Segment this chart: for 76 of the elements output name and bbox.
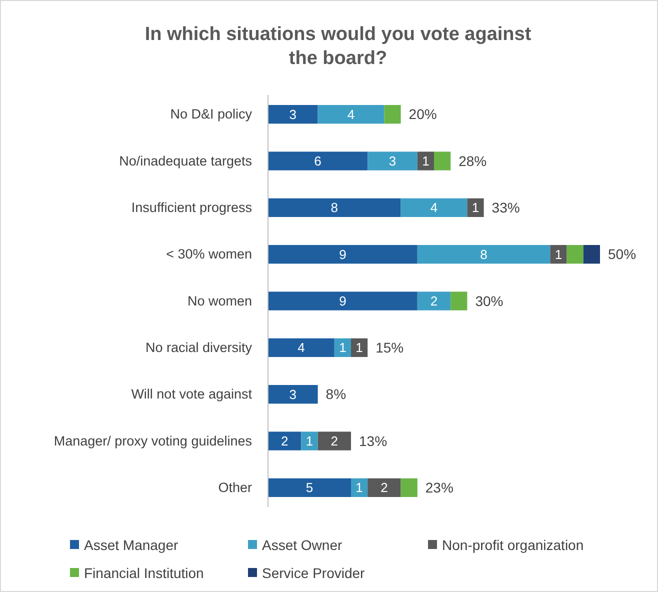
data-label: 1 (339, 340, 346, 356)
data-label: 8 (330, 200, 338, 216)
bar (334, 338, 351, 357)
bar (400, 478, 418, 497)
bar (400, 198, 468, 217)
data-label: 8 (480, 246, 488, 262)
bar (268, 245, 418, 264)
legend-label: Service Provider (262, 564, 366, 581)
y-tick-label: < 30% women (166, 246, 252, 262)
data-label: 9 (339, 294, 346, 309)
data-label: 2 (280, 434, 288, 449)
y-tick-label: No D&I policy (170, 106, 252, 122)
data-label: 1 (306, 434, 314, 449)
bar (351, 338, 368, 357)
data-label: 3 (388, 154, 396, 169)
bar (368, 478, 401, 497)
bar (550, 245, 567, 264)
annotation: 28% (458, 152, 487, 169)
annotation: 50% (608, 246, 636, 262)
bar (268, 478, 351, 497)
annotation: 30% (475, 292, 504, 309)
data-label: 9 (339, 246, 346, 262)
bar (301, 432, 318, 450)
legend-label: Asset Manager (84, 536, 178, 553)
data-label: 4 (347, 106, 355, 122)
bar (268, 338, 334, 357)
annotation: 13% (359, 432, 388, 449)
data-label: 3 (289, 106, 297, 122)
y-tick-label: Other (218, 480, 252, 495)
bar (351, 478, 368, 497)
annotation: 23% (425, 480, 454, 496)
bar (384, 105, 401, 124)
bar (268, 385, 318, 404)
bar (268, 152, 368, 170)
data-label: 2 (380, 480, 388, 496)
data-label: 4 (430, 200, 438, 216)
bar (583, 245, 600, 264)
annotation: 15% (376, 340, 404, 356)
bar (268, 105, 318, 124)
annotation: 33% (492, 200, 520, 216)
chart-title: In which situations would you vote against the board? (144, 24, 532, 69)
legend-label: Financial Institution (84, 564, 204, 581)
bar (566, 245, 584, 264)
bar (417, 292, 451, 310)
y-tick-label: Manager/ proxy voting guidelines (54, 433, 252, 448)
data-label: 1 (356, 340, 363, 356)
data-label: 1 (422, 154, 430, 169)
data-label: 3 (289, 386, 297, 402)
bar (417, 245, 550, 264)
y-tick-label: No women (187, 293, 252, 308)
bar (368, 152, 418, 170)
y-tick-label: Will not vote against (131, 386, 252, 402)
y-tick-label: No racial diversity (145, 340, 252, 355)
data-label: 4 (298, 340, 305, 356)
bar (318, 105, 384, 124)
data-label: 2 (430, 294, 438, 309)
data-label: 2 (330, 434, 338, 449)
annotation: 8% (326, 386, 346, 402)
bar (467, 198, 484, 217)
legend-label: Non-profit organization (442, 536, 584, 553)
y-tick-label: Insufficient progress (131, 200, 252, 215)
data-label: 6 (314, 154, 322, 169)
data-label: 1 (356, 480, 363, 496)
bar (450, 292, 468, 310)
bar (268, 292, 418, 310)
data-label: 1 (472, 200, 480, 216)
data-label: 1 (554, 246, 562, 262)
bar (417, 152, 434, 170)
bar (268, 198, 401, 217)
data-label: 5 (306, 480, 314, 496)
y-tick-label: No/inadequate targets (119, 153, 252, 168)
bar (434, 152, 451, 170)
bar (268, 432, 302, 450)
legend-label: Asset Owner (262, 536, 342, 553)
annotation: 20% (408, 106, 437, 122)
bar (318, 432, 351, 450)
